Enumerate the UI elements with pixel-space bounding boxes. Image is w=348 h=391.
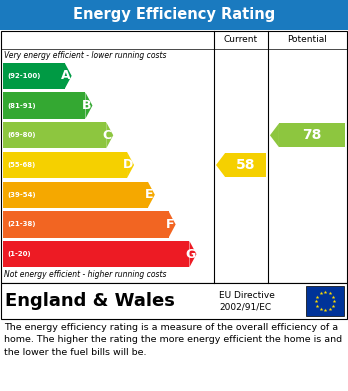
Bar <box>1 31 347 283</box>
Text: (92-100): (92-100) <box>7 73 40 79</box>
Bar <box>306 286 344 316</box>
Polygon shape <box>189 241 197 267</box>
Polygon shape <box>127 152 134 178</box>
Text: England & Wales: England & Wales <box>5 292 175 310</box>
Polygon shape <box>216 153 225 177</box>
Bar <box>3 182 148 208</box>
Text: (1-20): (1-20) <box>7 251 31 257</box>
Polygon shape <box>106 122 113 148</box>
Bar <box>3 93 86 118</box>
Text: Not energy efficient - higher running costs: Not energy efficient - higher running co… <box>4 270 166 279</box>
Bar <box>3 63 65 89</box>
Polygon shape <box>169 212 176 237</box>
Text: (55-68): (55-68) <box>7 162 35 168</box>
Text: C: C <box>103 129 112 142</box>
Text: B: B <box>82 99 91 112</box>
Text: F: F <box>165 218 174 231</box>
Text: E: E <box>145 188 153 201</box>
Text: Current: Current <box>224 36 258 45</box>
Bar <box>225 153 266 177</box>
Polygon shape <box>86 93 93 118</box>
Text: Potential: Potential <box>287 36 327 45</box>
Text: G: G <box>185 248 196 261</box>
Text: (81-91): (81-91) <box>7 102 35 109</box>
Bar <box>3 241 189 267</box>
Bar <box>1 283 347 319</box>
Text: (21-38): (21-38) <box>7 221 35 228</box>
Text: Energy Efficiency Rating: Energy Efficiency Rating <box>73 7 275 23</box>
Text: EU Directive
2002/91/EC: EU Directive 2002/91/EC <box>219 291 275 311</box>
Polygon shape <box>270 124 279 147</box>
Bar <box>0 0 348 30</box>
Bar <box>3 152 127 178</box>
Text: (39-54): (39-54) <box>7 192 35 198</box>
Text: D: D <box>123 158 133 172</box>
Bar <box>279 124 345 147</box>
Text: 58: 58 <box>236 158 255 172</box>
Text: (69-80): (69-80) <box>7 132 35 138</box>
Polygon shape <box>148 182 155 208</box>
Bar <box>3 122 106 148</box>
Text: A: A <box>61 69 70 83</box>
Text: Very energy efficient - lower running costs: Very energy efficient - lower running co… <box>4 51 166 60</box>
Text: 78: 78 <box>302 128 322 142</box>
Polygon shape <box>65 63 72 89</box>
Text: The energy efficiency rating is a measure of the overall efficiency of a home. T: The energy efficiency rating is a measur… <box>4 323 342 357</box>
Bar <box>3 212 169 237</box>
